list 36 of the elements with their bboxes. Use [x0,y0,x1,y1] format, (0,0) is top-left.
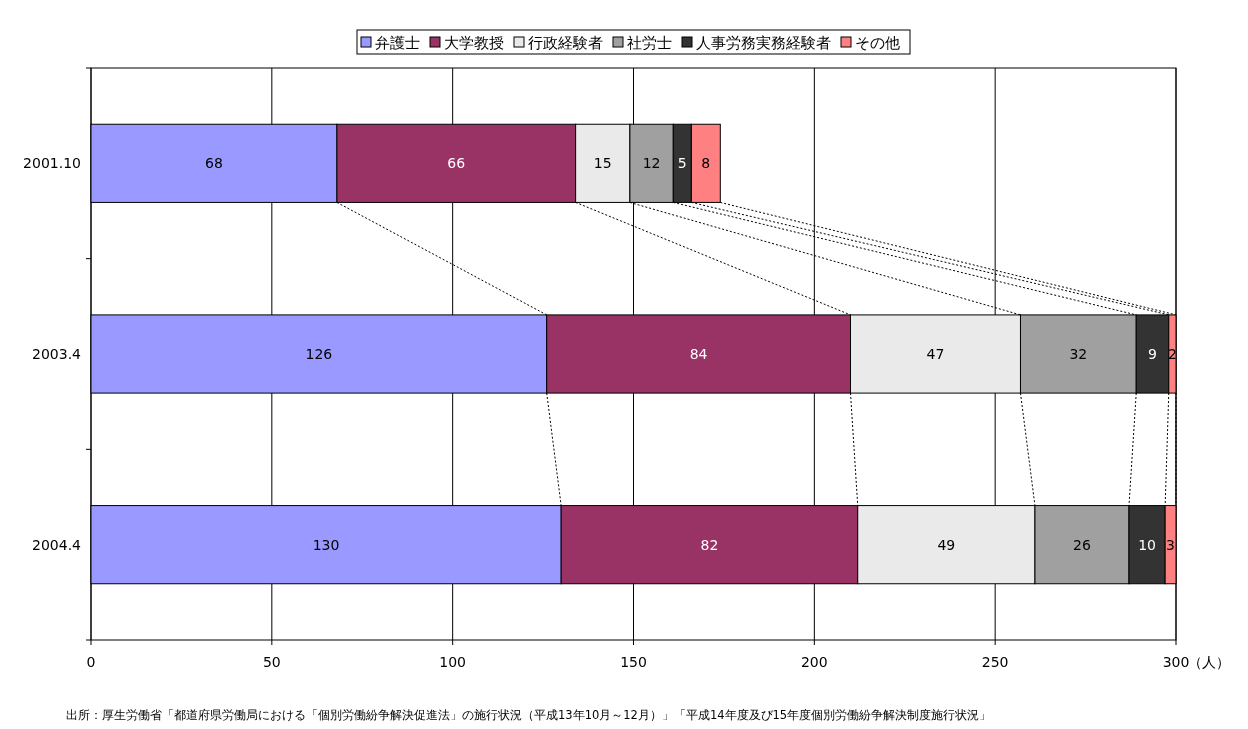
x-tick-label: 0 [86,654,96,670]
data-label: 32 [1069,346,1088,362]
legend-label: 人事労務実務経験者 [696,34,831,52]
x-axis-title: （人） [1188,654,1230,670]
y-tick-label: 2001.10 [23,155,81,172]
data-label: 47 [926,346,945,362]
data-label: 130 [312,536,340,553]
x-tick-label: 200 [800,654,828,670]
x-tick-label: 250 [981,654,1009,670]
data-label: 5 [677,155,687,172]
data-label: 82 [700,536,719,553]
data-label: 126 [305,346,333,362]
data-label: 84 [689,346,708,362]
x-tick-label: 50 [262,654,281,670]
data-label: 12 [642,155,661,172]
legend-label: 大学教授 [444,34,504,52]
text: 出所：厚生労働省「都道府県労働局における「個別労働紛争解決促進法」の施行状況（平成13年10月～12月）」「平成14年度及び15年度個別労働紛争解決制度施行状況」 [66,708,992,722]
data-label: 10 [1138,536,1156,553]
y-tick-label: 2003.4 [32,346,82,362]
data-label: 9 [1148,346,1157,362]
data-label: 68 [205,155,223,172]
x-tick-label: 300 [1162,654,1190,670]
legend-label: 社労士 [627,34,672,52]
data-label: 15 [593,155,612,172]
x-tick-label: 100 [439,654,467,670]
legend-label: その他 [855,34,900,52]
legend-label: 行政経験者 [528,34,603,52]
data-label: 66 [447,155,466,172]
data-label: 49 [937,536,956,553]
data-label: 26 [1073,536,1091,553]
data-label: 3 [1166,536,1176,553]
data-label: 8 [701,155,711,172]
legend-label: 弁護士 [375,34,420,52]
x-tick-label: 150 [620,654,647,670]
data-label: 2 [1167,346,1177,362]
y-tick-label: 2004.4 [32,536,82,553]
